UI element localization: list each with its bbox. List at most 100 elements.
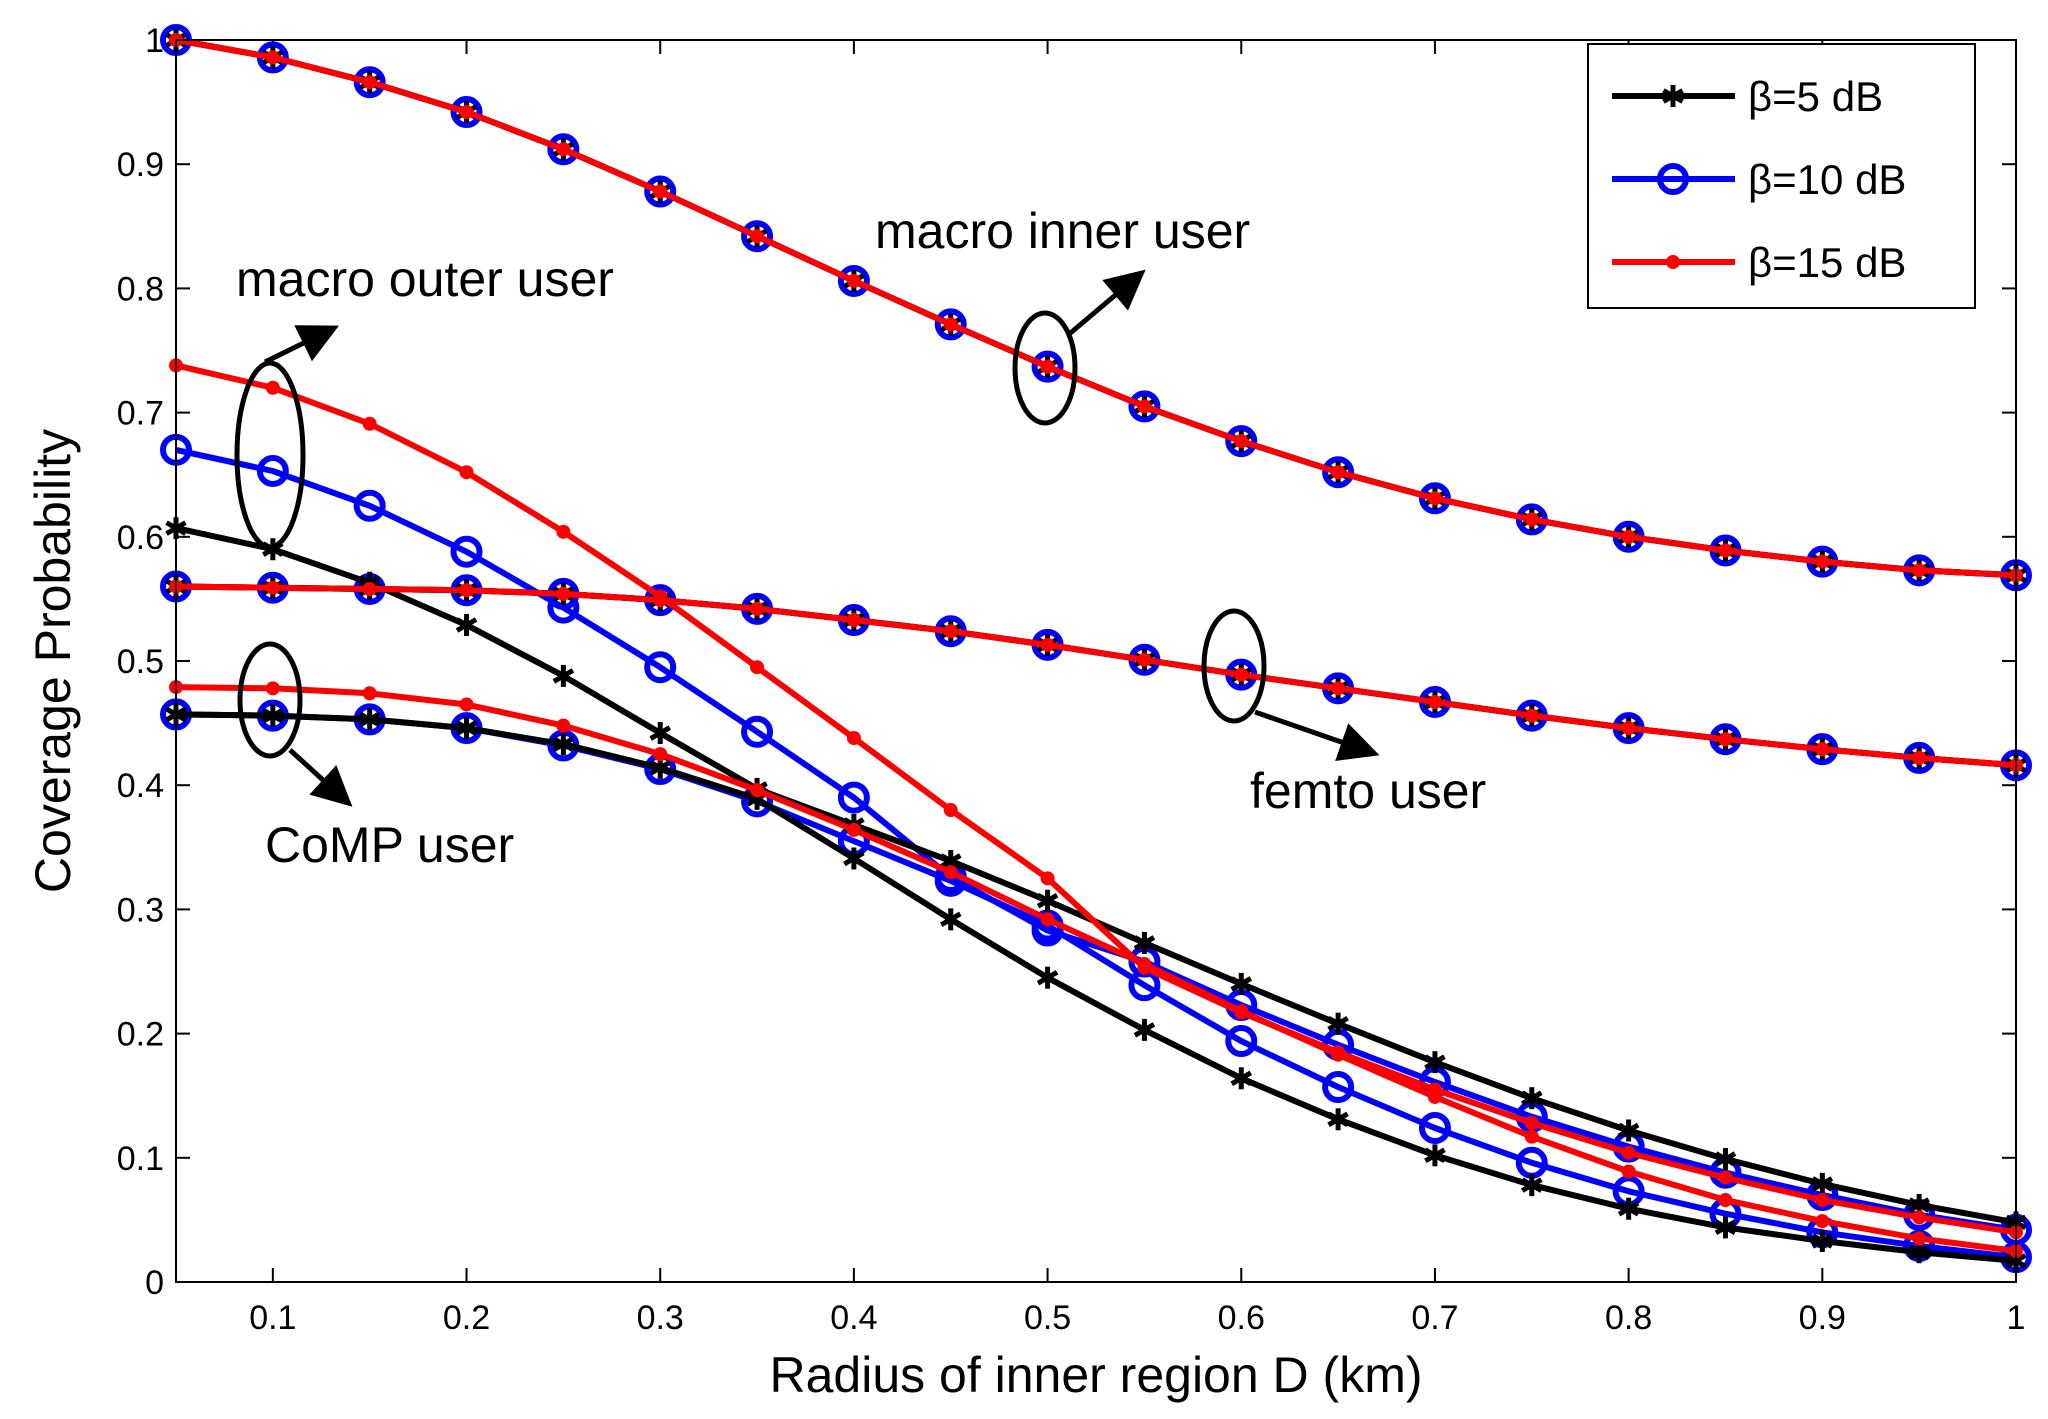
data-point: [1225, 425, 1258, 458]
data-point: [1040, 359, 1055, 374]
legend-label: β=5 dB: [1748, 73, 1883, 120]
y-tick-label: 0.9: [117, 146, 164, 184]
x-tick-label: 0.4: [830, 1299, 877, 1337]
comp-ellipse: [237, 641, 303, 759]
data-point: [1815, 1193, 1830, 1208]
macro-outer-label: macro outer user: [236, 251, 614, 307]
data-point: [1427, 1089, 1442, 1104]
data-point: [459, 105, 474, 120]
data-point: [450, 96, 483, 129]
macro-inner-arrow: [1066, 269, 1146, 337]
data-point: [653, 184, 668, 199]
data-point: [455, 613, 478, 636]
data-point: [750, 229, 765, 244]
data-point: [1617, 1197, 1640, 1220]
data-point: [1230, 1067, 1253, 1090]
data-point: [1521, 1174, 1543, 1197]
data-point: [1036, 966, 1059, 989]
x-tick-label: 0.8: [1605, 1299, 1652, 1337]
data-point: [1718, 1193, 1733, 1208]
legend-entry: β=5 dB: [1612, 73, 1883, 120]
data-point: [943, 624, 958, 639]
y-tick-label: 0.3: [117, 891, 164, 929]
data-point: [265, 681, 280, 696]
series-femto-user-15-db-: [169, 579, 2023, 773]
data-point: [846, 613, 861, 628]
series-line: [175, 711, 2017, 1264]
data-point: [455, 717, 478, 740]
data-point: [556, 524, 571, 539]
series-line: [175, 362, 2017, 1236]
data-point: [459, 697, 474, 712]
data-point: [1040, 871, 1055, 886]
data-point: [934, 308, 967, 341]
data-point: [1133, 931, 1156, 954]
data-point: [358, 708, 381, 731]
data-point: [1521, 1087, 1543, 1110]
legend-entry: β=15 dB: [1612, 239, 1906, 286]
data-point: [1234, 434, 1249, 449]
series-comp-user-15-db-: [169, 680, 2023, 1258]
data-point: [1912, 1231, 1927, 1246]
data-point: [1621, 1145, 1636, 1160]
data-point: [1133, 1018, 1156, 1041]
x-tick-label: 0.7: [1411, 1299, 1458, 1337]
data-point: [353, 489, 386, 522]
femto-ellipse: [1201, 608, 1267, 724]
data-point: [1031, 350, 1064, 383]
data-point: [262, 704, 284, 727]
data-point: [1912, 563, 1927, 578]
y-tick-label: 0: [145, 1264, 164, 1302]
legend-marker: [1666, 255, 1680, 269]
data-point: [1327, 1012, 1349, 1035]
series-macro-inner-user-15-db-: [169, 33, 2023, 583]
data-point: [362, 581, 377, 596]
x-tick-label: 0.1: [249, 1299, 296, 1337]
data-point: [837, 781, 870, 814]
annotation-macro-inner: macro inner user: [875, 203, 1250, 426]
data-point: [846, 273, 861, 288]
y-tick-label: 0.5: [117, 643, 164, 681]
data-point: [1718, 732, 1733, 747]
data-point: [750, 601, 765, 616]
data-point: [353, 66, 386, 99]
data-point: [1617, 1119, 1640, 1142]
data-point: [1714, 1216, 1737, 1239]
data-point: [1230, 972, 1253, 995]
data-point: [939, 908, 962, 931]
data-point: [943, 803, 958, 818]
data-point: [1040, 637, 1055, 652]
data-point: [1912, 750, 1927, 765]
x-tick-label: 0.9: [1799, 1299, 1846, 1337]
annotation-femto: femto user: [1201, 608, 1486, 819]
y-tick-label: 0.1: [117, 1140, 164, 1178]
data-point: [1331, 465, 1346, 480]
data-point: [265, 50, 280, 65]
data-point: [1137, 399, 1152, 414]
data-point: [1811, 1172, 1834, 1195]
data-point: [1424, 1144, 1446, 1167]
y-tick-label: 0.8: [117, 270, 164, 308]
y-tick-label: 0.2: [117, 1016, 164, 1054]
data-point: [644, 651, 677, 684]
series-line: [175, 37, 2017, 579]
legend-entry: β=10 dB: [1612, 156, 1906, 203]
data-point: [741, 220, 774, 253]
y-tick-label: 0.4: [117, 767, 164, 805]
x-tick-label: 0.5: [1024, 1299, 1071, 1337]
data-point: [1137, 652, 1152, 667]
y-tick-label: 1: [145, 22, 164, 60]
data-point: [1815, 742, 1830, 757]
femto-arrow: [1254, 709, 1380, 762]
data-point: [1040, 912, 1055, 927]
data-point: [547, 133, 580, 166]
legend-marker: [1662, 85, 1684, 107]
macro-outer-arrow: [263, 325, 339, 365]
y-tick-label: 0.6: [117, 519, 164, 557]
macro-inner-label: macro inner user: [875, 203, 1250, 259]
data-point: [1418, 1111, 1451, 1144]
data-point: [750, 783, 765, 798]
data-point: [265, 380, 280, 395]
data-point: [1427, 491, 1442, 506]
